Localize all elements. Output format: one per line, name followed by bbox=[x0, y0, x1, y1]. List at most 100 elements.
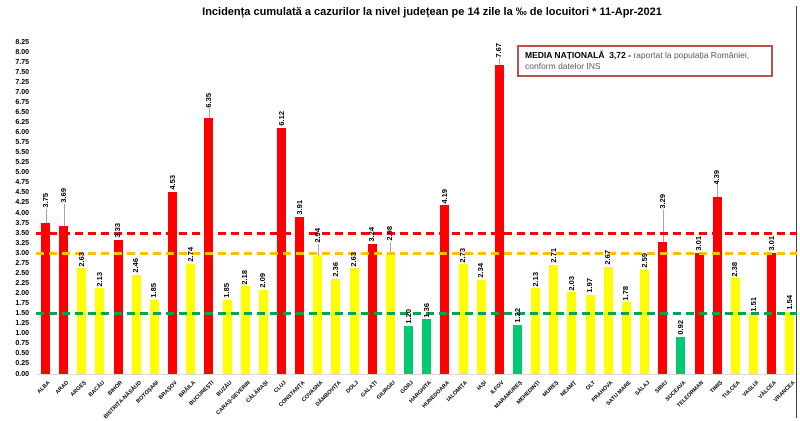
y-tick-label: 7.75 bbox=[15, 58, 29, 66]
x-tick-label: GIURGIU bbox=[375, 380, 397, 401]
bar bbox=[785, 312, 795, 374]
bar-value-label: 2.63 bbox=[349, 251, 359, 267]
y-tick-label: 1.75 bbox=[15, 300, 29, 308]
green-threshold-line bbox=[36, 312, 797, 316]
bar-value-label: 7.67 bbox=[494, 42, 504, 58]
bar-value-label: 1.85 bbox=[149, 282, 159, 298]
x-tick-label: VRANCEA bbox=[772, 380, 797, 404]
y-tick-label: 4.75 bbox=[15, 179, 29, 187]
y-tick-label: 4.25 bbox=[15, 199, 29, 207]
y-tick-label: 6.75 bbox=[15, 98, 29, 106]
x-tick-label: TIMIȘ bbox=[708, 380, 724, 395]
bar bbox=[422, 319, 432, 374]
x-tick-label: IALOMIȚA bbox=[446, 380, 470, 404]
bar bbox=[749, 313, 759, 374]
bar bbox=[640, 269, 650, 374]
label-leader-line bbox=[208, 108, 210, 119]
x-tick-label: MUREȘ bbox=[541, 380, 561, 399]
y-tick-label: 3.00 bbox=[15, 249, 29, 257]
bar-value-label: 2.46 bbox=[131, 258, 141, 274]
y-tick-label: 1.00 bbox=[15, 330, 29, 338]
y-tick-label: 8.25 bbox=[15, 38, 29, 46]
y-tick-label: 7.50 bbox=[15, 68, 29, 76]
x-tick-label: BRĂILA bbox=[178, 380, 197, 399]
x-tick-label: SATU MARE bbox=[605, 380, 633, 408]
bar bbox=[295, 216, 305, 374]
national-average-value: MEDIA NAȚIONALĂ 3,72 - bbox=[525, 50, 634, 60]
y-tick-label: 5.25 bbox=[15, 159, 29, 167]
bar-value-label: 1.20 bbox=[403, 309, 413, 324]
x-tick-label: BIHOR bbox=[107, 380, 125, 397]
bar-value-label: 3.29 bbox=[657, 194, 667, 209]
label-leader-line bbox=[317, 243, 319, 256]
y-axis: 0.00 0.25 0.50 0.75 1.00 1.25 1.50 1.75 2.00 2.25… bbox=[0, 39, 31, 382]
x-tick-label: DOLJ bbox=[345, 380, 361, 395]
bar-value-label: 1.97 bbox=[585, 278, 595, 293]
x-tick-label: BACĂU bbox=[87, 380, 107, 399]
red-threshold-line bbox=[36, 231, 797, 235]
bar-value-label: 1.36 bbox=[421, 302, 431, 318]
x-tick-label: GORJ bbox=[399, 380, 415, 396]
bar-value-label: 1.51 bbox=[748, 296, 758, 312]
y-tick-label: 5.50 bbox=[15, 149, 29, 157]
bar-value-label: 1.22 bbox=[512, 308, 522, 323]
y-tick-label: 0.50 bbox=[15, 350, 29, 358]
bar bbox=[95, 288, 105, 374]
bar bbox=[549, 264, 559, 374]
national-average-note-box: MEDIA NAȚIONALĂ 3,72 - raportat la popul… bbox=[517, 45, 773, 77]
bar-value-label: 2.18 bbox=[240, 269, 250, 285]
bar bbox=[621, 302, 631, 374]
bar-value-label: 1.78 bbox=[621, 285, 631, 301]
bar-value-label: 6.35 bbox=[203, 92, 213, 108]
label-leader-line bbox=[499, 58, 501, 66]
y-tick-label: 7.00 bbox=[15, 88, 29, 96]
x-tick-label: TULCEA bbox=[721, 380, 742, 401]
bar-value-label: 1.54 bbox=[784, 295, 794, 311]
label-leader-line bbox=[390, 242, 392, 255]
bar-value-label: 2.38 bbox=[730, 261, 740, 277]
bar bbox=[658, 241, 668, 374]
bar bbox=[404, 325, 414, 374]
bar-value-label: 2.94 bbox=[312, 228, 322, 243]
x-tick-label: TELEORMAN bbox=[676, 380, 706, 409]
bar bbox=[186, 263, 196, 374]
plot-area: 3.75 3.69 2.63 2.13 3.33 2.46 1.85 4.53 2.74 6.35… bbox=[36, 42, 797, 374]
x-tick-label: OLT bbox=[584, 380, 597, 392]
y-tick-label: 5.75 bbox=[15, 139, 29, 147]
y-tick-label: 1.25 bbox=[15, 320, 29, 328]
x-tick-label: ARGEȘ bbox=[69, 380, 89, 399]
x-tick-label: GALAȚI bbox=[359, 380, 379, 399]
x-tick-label: VASLUI bbox=[741, 380, 760, 399]
x-tick-label: SUCEAVA bbox=[664, 380, 688, 403]
x-tick-label: ILFOV bbox=[489, 380, 506, 396]
x-tick-label: CARAȘ-SEVERIN bbox=[214, 380, 252, 417]
bar bbox=[258, 289, 268, 374]
bar-value-label: 2.59 bbox=[639, 253, 649, 268]
y-tick-label: 2.75 bbox=[15, 259, 29, 267]
bar-value-label: 3.69 bbox=[58, 187, 68, 203]
bar-value-label: 2.09 bbox=[258, 273, 268, 288]
y-tick-label: 2.00 bbox=[15, 290, 29, 297]
orange-threshold-line bbox=[36, 251, 797, 255]
y-tick-label: 7.25 bbox=[15, 78, 29, 86]
bar-value-label: 4.39 bbox=[712, 169, 722, 185]
x-tick-label: ARAD bbox=[54, 380, 70, 396]
bar bbox=[240, 286, 250, 374]
bar-value-label: 2.03 bbox=[566, 275, 576, 291]
label-leader-line bbox=[45, 209, 47, 224]
note-line-2: conform datelor INS bbox=[525, 61, 601, 71]
x-tick-label: SIBIU bbox=[654, 380, 670, 395]
x-tick-label: CLUJ bbox=[273, 380, 288, 395]
bar bbox=[77, 268, 87, 374]
bar-value-label: 2.13 bbox=[94, 271, 104, 287]
y-tick-label: 4.00 bbox=[15, 209, 29, 217]
x-tick-label: BUCUREȘTI bbox=[188, 380, 216, 407]
x-tick-label: ALBA bbox=[36, 380, 52, 396]
bar-value-label: 2.36 bbox=[330, 262, 340, 278]
x-tick-label: NEAMȚ bbox=[560, 380, 579, 399]
x-tick-label: PRAHOVA bbox=[591, 380, 615, 404]
x-tick-label: CĂLĂRAȘI bbox=[245, 380, 270, 405]
x-tick-label: BOTOȘANI bbox=[135, 380, 161, 405]
bar bbox=[367, 243, 377, 374]
bar-value-label: 2.98 bbox=[385, 226, 395, 242]
